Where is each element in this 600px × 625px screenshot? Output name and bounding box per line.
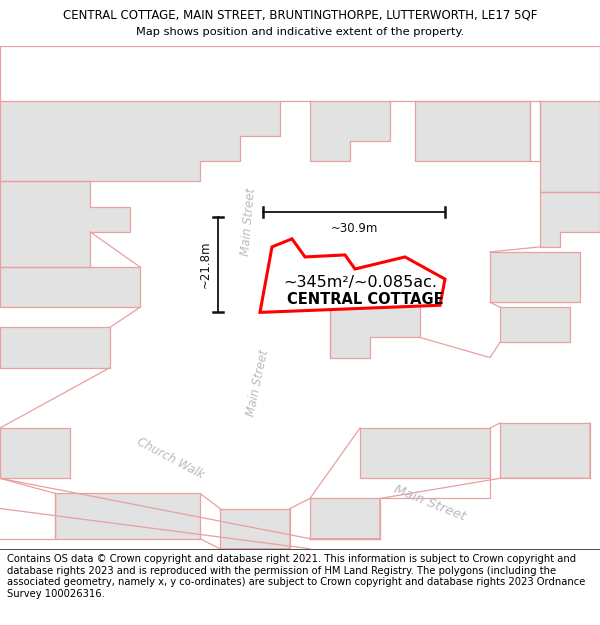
Text: Main Street: Main Street xyxy=(239,188,257,256)
Text: Church Walk: Church Walk xyxy=(134,435,206,481)
Polygon shape xyxy=(260,239,445,312)
Polygon shape xyxy=(415,101,530,161)
Text: Contains OS data © Crown copyright and database right 2021. This information is : Contains OS data © Crown copyright and d… xyxy=(7,554,586,599)
Polygon shape xyxy=(540,191,600,247)
Text: ~21.8m: ~21.8m xyxy=(199,241,212,288)
Polygon shape xyxy=(220,509,290,549)
Text: Map shows position and indicative extent of the property.: Map shows position and indicative extent… xyxy=(136,28,464,38)
Text: Main Street: Main Street xyxy=(245,348,271,418)
Polygon shape xyxy=(490,252,580,302)
Polygon shape xyxy=(360,428,490,478)
Polygon shape xyxy=(500,423,590,478)
Text: ~345m²/~0.085ac.: ~345m²/~0.085ac. xyxy=(283,274,437,289)
Polygon shape xyxy=(330,302,420,358)
Text: ~30.9m: ~30.9m xyxy=(331,222,377,235)
Polygon shape xyxy=(310,101,390,161)
Polygon shape xyxy=(0,428,70,478)
Polygon shape xyxy=(310,499,380,539)
Polygon shape xyxy=(500,308,570,342)
Polygon shape xyxy=(0,267,140,308)
Polygon shape xyxy=(55,493,200,539)
Text: CENTRAL COTTAGE, MAIN STREET, BRUNTINGTHORPE, LUTTERWORTH, LE17 5QF: CENTRAL COTTAGE, MAIN STREET, BRUNTINGTH… xyxy=(63,8,537,21)
Polygon shape xyxy=(0,181,130,267)
Text: Main Street: Main Street xyxy=(392,483,468,524)
Polygon shape xyxy=(0,101,280,181)
Polygon shape xyxy=(540,101,600,191)
Polygon shape xyxy=(0,328,110,367)
Text: CENTRAL COTTAGE: CENTRAL COTTAGE xyxy=(287,292,443,307)
